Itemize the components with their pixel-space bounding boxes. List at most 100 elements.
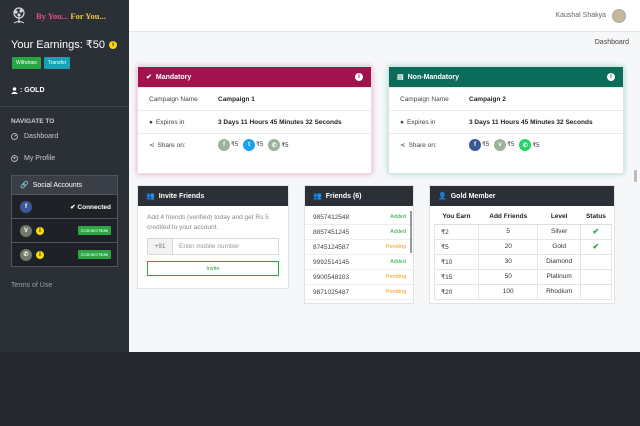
info-icon[interactable]: i — [36, 250, 44, 259]
breadcrumb[interactable]: Dashboard — [594, 39, 629, 46]
share-icon: ⋖ — [149, 142, 155, 149]
info-icon[interactable]: i — [355, 73, 363, 81]
share-facebook-button[interactable]: f ₹5 — [218, 139, 238, 151]
friends-cell: 20 — [477, 238, 539, 255]
social-icon-group: ✆ i — [20, 248, 44, 261]
share-row: ⋖ Share on: f ₹5 t ₹5 ✆ ₹5 — [138, 133, 371, 156]
friend-status: Added — [390, 214, 406, 220]
list-item: 9857412548 Added — [305, 210, 413, 225]
fire-icon: ● — [149, 118, 153, 126]
list-item: 9992514145 Added — [305, 255, 413, 270]
share-amount: ₹5 — [281, 142, 289, 149]
list-item: 9871025487 Pending — [305, 285, 413, 300]
terms-link[interactable]: Terms of Use — [11, 282, 53, 289]
share-facebook-button[interactable]: f ₹5 — [469, 139, 489, 151]
transfer-button[interactable]: Transfer — [43, 57, 71, 69]
gold-member-table: You Earn Add Friends Level Status ₹2 5 S… — [434, 210, 613, 300]
sidebar-item-my-profile[interactable]: My Profile — [0, 147, 129, 169]
card-title-text: Mandatory — [155, 73, 192, 81]
social-accounts-panel: 🔗 Social Accounts f ✔ Connected V i Conn… — [11, 175, 118, 267]
social-accounts-header: 🔗 Social Accounts — [12, 176, 117, 194]
card-header: 👤 Gold Member — [430, 186, 614, 206]
column-header: Status — [580, 210, 612, 225]
campaign-name-row: Campaign Name Campaign 2 — [389, 87, 623, 110]
card-title: 👤 Gold Member — [438, 192, 496, 201]
info-icon[interactable]: i — [36, 226, 44, 235]
mobile-number-input[interactable]: Enter mobile number — [179, 243, 240, 251]
earn-cell: ₹15 — [434, 268, 479, 285]
expires-label: Expires in — [406, 118, 436, 126]
profile-icon — [11, 154, 18, 162]
social-accounts-title: Social Accounts — [32, 181, 83, 189]
user-name[interactable]: Kaushal Shakya — [555, 12, 606, 19]
share-whatsapp-button[interactable]: ✆ ₹5 — [268, 139, 288, 151]
sidebar-item-dashboard[interactable]: Dashboard — [0, 125, 129, 147]
member-level: : GOLD — [0, 69, 129, 94]
share-icon: ⋖ — [400, 142, 406, 149]
earnings: Your Earnings: ₹50 i — [0, 32, 129, 51]
top-bar: Kaushal Shakya — [129, 0, 640, 32]
info-icon[interactable]: i — [109, 40, 118, 49]
share-vine-button[interactable]: v ₹5 — [494, 139, 514, 151]
friends-cell: 30 — [477, 253, 539, 270]
divider — [0, 106, 129, 107]
info-icon[interactable]: i — [607, 73, 615, 81]
card-header: 👥 Friends (6) — [305, 186, 413, 206]
user-icon: 👤 — [438, 193, 447, 200]
status-cell — [579, 268, 613, 285]
user-icon — [11, 87, 18, 94]
friend-phone: 8745124587 — [313, 243, 350, 251]
fire-icon: ● — [400, 118, 404, 126]
share-amount: ₹5 — [507, 142, 515, 148]
share-whatsapp-button[interactable]: ✆ ₹5 — [519, 139, 539, 151]
connected-status: ✔ Connected — [70, 203, 111, 211]
share-buttons: f ₹5 t ₹5 ✆ ₹5 — [218, 139, 288, 151]
check-icon: ✔ — [592, 227, 600, 236]
sidebar-item-label: My Profile — [24, 154, 56, 162]
card-header: 👥 Invite Friends — [138, 186, 288, 206]
share-label: Share on: — [408, 141, 437, 149]
whatsapp-icon: ✆ — [519, 139, 532, 151]
share-label: Share on: — [157, 141, 186, 149]
card-title-text: Gold Member — [450, 192, 496, 200]
campaign-name-label: Campaign Name — [149, 95, 198, 103]
mandatory-campaign-card: ✔ Mandatory i Campaign Name Campaign 1 ● E… — [137, 66, 372, 174]
non-mandatory-campaign-card: ▤ Non-Mandatory i Campaign Name Campaign … — [388, 66, 624, 174]
friends-scrollbar[interactable] — [410, 211, 412, 253]
card-title: 👥 Friends (6) — [313, 192, 362, 201]
level-label: : GOLD — [20, 87, 45, 94]
earnings-label: Your Earnings: ₹50 — [11, 39, 106, 51]
nav-heading: NAVIGATE TO — [11, 118, 55, 125]
check-icon: ✔ — [592, 242, 600, 251]
earn-cell: ₹5 — [434, 238, 479, 255]
vine-icon: v — [494, 139, 507, 151]
check-circle-icon: ✔ — [146, 74, 152, 81]
friends-list: 9857412548 Added 8857451245 Added 87451245… — [305, 206, 413, 300]
share-amount: ₹5 — [532, 142, 540, 149]
earn-cell: ₹20 — [434, 283, 479, 300]
share-twitter-button[interactable]: t ₹5 — [243, 139, 263, 151]
social-row-facebook: f ✔ Connected — [12, 194, 117, 218]
expires-value: 3 Days 11 Hours 45 Minutes 32 Seconds — [218, 118, 342, 126]
withdraw-button[interactable]: Withdraw — [12, 57, 41, 69]
share-buttons: f ₹5 v ₹5 ✆ ₹5 — [469, 139, 539, 151]
card-header: ✔ Mandatory i — [138, 67, 371, 87]
vine-icon: V — [20, 224, 32, 237]
friend-phone: 9857412548 — [313, 213, 350, 221]
friend-phone: 9992514145 — [313, 258, 350, 266]
share-amount: ₹5 — [256, 142, 264, 148]
share-row: ⋖ Share on: f ₹5 v ₹5 ✆ ₹5 — [389, 133, 623, 156]
avatar[interactable] — [612, 8, 626, 23]
scrollbar[interactable] — [634, 170, 637, 182]
sidebar-item-label: Dashboard — [24, 132, 59, 140]
list-icon: ▤ — [397, 74, 404, 81]
earn-cell: ₹2 — [434, 223, 479, 240]
column-header: Add Friends — [478, 210, 538, 225]
social-row-whatsapp: ✆ i Connect Now — [12, 242, 117, 266]
invite-button[interactable]: Invite — [147, 261, 279, 277]
logo[interactable]: By You... For You... — [0, 0, 129, 32]
connect-now-button[interactable]: Connect Now — [77, 250, 111, 259]
expires-label-group: ● Expires in — [400, 119, 469, 126]
status-cell — [579, 253, 613, 270]
connect-now-button[interactable]: Connect Now — [77, 226, 111, 235]
